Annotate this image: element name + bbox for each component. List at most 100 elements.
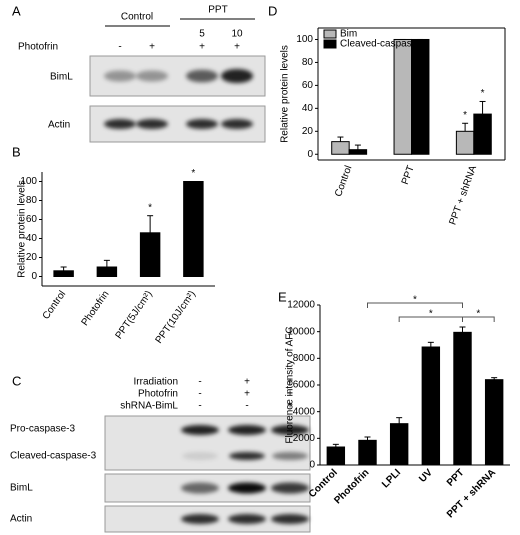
x-tick-label: Control [333,164,354,198]
legend-swatch [323,29,337,39]
blot-band [186,119,218,129]
dose: 10 [231,29,243,40]
x-tick-label: UV [417,467,435,485]
bar [411,38,430,155]
y-tick-label: 60 [302,80,314,91]
bar [183,181,204,277]
sign: + [149,42,155,53]
significance: * [148,202,152,213]
significance: * [191,168,195,179]
y-tick-label: 12000 [287,300,315,311]
row-label: Irradiation [134,377,178,388]
x-tick-label: PPT + shRNA [447,164,479,227]
significance-bracket [367,302,463,308]
blot-band [271,514,309,524]
legend-swatch [323,39,337,49]
significance: * [413,295,417,306]
blot-band [271,425,309,435]
group-label: Control [121,12,153,23]
blot-band [186,69,218,83]
sign: + [199,42,205,53]
legend-label: Bim [340,29,357,40]
y-tick-label: 100 [20,176,37,187]
y-tick-label: 6000 [293,380,316,391]
blot-band [271,482,309,494]
y-axis-label: Relative protein levels [280,45,291,143]
x-tick-label: Photofrin [80,289,112,328]
panel-label: E [278,289,287,304]
row-label: Photofrin [138,389,178,400]
y-tick-label: 0 [309,460,315,471]
sign: + [287,401,293,412]
blot-band [221,119,253,129]
bar [326,446,346,466]
x-tick-label: Photofrin [332,467,371,506]
blot-band [228,514,266,524]
bar [358,439,377,466]
y-tick-label: 4000 [293,406,316,417]
y-tick-label: 0 [31,271,37,282]
y-axis-label: Relative protein levels [17,180,28,278]
sign: - [245,401,248,412]
y-tick-label: 80 [26,195,38,206]
sign: - [198,377,201,388]
dose: 5 [199,29,205,40]
band-label: BimL [50,72,73,83]
blot-band [136,119,168,129]
blot-frame [104,415,311,471]
sign: + [287,389,293,400]
blot-band [136,70,168,82]
y-tick-label: 40 [302,103,314,114]
sign: - [118,42,121,53]
blot-band [221,68,253,84]
legend-label: Cleaved-caspase-3 [340,39,427,50]
bar [473,113,492,155]
row-label: Photofrin [18,42,58,53]
y-axis-label: Fluorence intensity of AFC [285,326,296,443]
sign: + [287,377,293,388]
panel-label: C [12,373,21,388]
x-tick-label: PPT(5J/cm²) [114,289,155,341]
significance: * [463,110,467,121]
bar [96,266,118,277]
sign: + [234,42,240,53]
blot-band [181,482,219,494]
sign: - [198,401,201,412]
bar [53,270,74,277]
group-label: PPT [208,5,227,16]
y-tick-label: 20 [302,126,314,137]
significance-bracket [462,316,495,322]
y-tick-label: 20 [26,252,38,263]
blot-band [104,119,136,129]
y-tick-label: 10000 [287,326,315,337]
significance: * [429,309,433,320]
blot-band [229,452,265,460]
y-tick-label: 8000 [293,353,316,364]
blot-band [181,514,219,524]
y-tick-label: 80 [302,57,314,68]
y-tick-label: 40 [26,233,38,244]
blot-band [104,70,136,82]
blot-band [272,452,308,460]
band-label: Pro-caspase-3 [10,424,75,435]
x-tick-label: LPLI [380,467,403,490]
panel-label: D [268,3,277,18]
bar [484,379,504,466]
panel-label: A [12,3,21,18]
bar [389,423,409,466]
significance: * [481,88,485,99]
sign: + [244,389,250,400]
y-tick-label: 60 [26,214,38,225]
band-label: Cleaved-caspase-3 [10,451,97,462]
significance: * [476,309,480,320]
bar [455,130,475,155]
y-tick-label: 100 [296,34,313,45]
blot-band [181,425,219,435]
x-tick-label: Control [41,289,69,322]
sign: - [198,389,201,400]
band-label: Actin [48,120,70,131]
y-tick-label: 2000 [293,433,316,444]
bar [348,149,368,155]
band-label: BimL [10,483,33,494]
